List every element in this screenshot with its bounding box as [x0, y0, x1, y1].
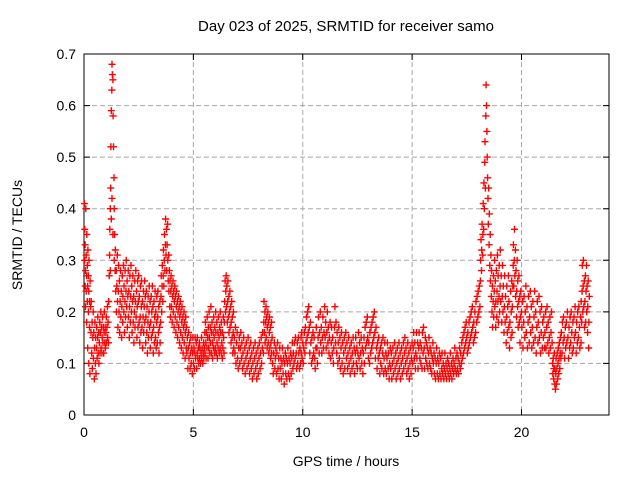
y-tick-label: 0.3 [57, 252, 77, 268]
data-points [80, 60, 593, 393]
x-tick-label: 0 [80, 424, 88, 440]
chart-title: Day 023 of 2025, SRMTID for receiver sam… [198, 18, 494, 35]
x-tick-label: 10 [295, 424, 311, 440]
tick-labels: 0 5 10 15 20 0 0.1 0.2 0.3 0.4 0.5 0.6 0.7 [57, 46, 530, 440]
x-axis-label: GPS time / hours [293, 453, 400, 469]
x-tick-label: 5 [189, 424, 197, 440]
y-tick-label: 0.2 [57, 304, 77, 320]
x-tick-label: 20 [514, 424, 530, 440]
y-tick-label: 0.1 [57, 355, 77, 371]
x-tick-label: 15 [404, 424, 420, 440]
y-tick-label: 0.6 [57, 98, 77, 114]
y-tick-label: 0 [68, 407, 76, 423]
y-tick-label: 0.4 [57, 201, 77, 217]
y-tick-label: 0.7 [57, 46, 77, 62]
y-tick-label: 0.5 [57, 149, 77, 165]
gridlines [84, 54, 609, 415]
y-axis-label: SRMTID / TECUs [9, 180, 25, 290]
